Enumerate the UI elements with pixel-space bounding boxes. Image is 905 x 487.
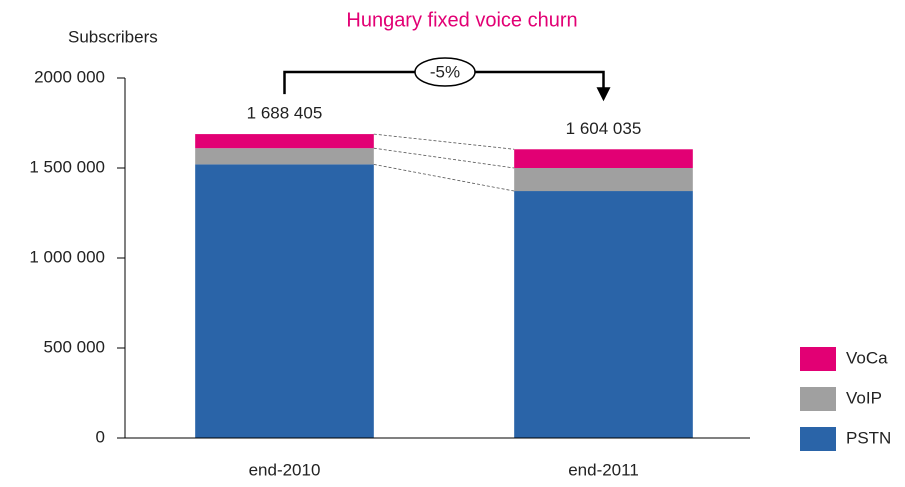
total-label: 1 604 035 [566,119,642,138]
change-oval [414,57,476,87]
bar-segment [514,168,693,192]
bar-segment [195,134,374,149]
legend-swatch [800,427,836,451]
legend-swatch [800,387,836,411]
bar-segment [195,148,374,165]
chart-title: Hungary fixed voice churn [346,9,577,31]
y-tick-label: 1 500 000 [29,157,105,176]
change-label: -5% [430,62,460,81]
y-tick-label: 2000 000 [34,67,105,86]
y-tick-label: 0 [96,427,105,446]
connector [373,147,515,169]
connector [373,133,515,150]
x-tick-label: end-2011 [568,460,639,479]
bar-segment [195,164,374,438]
legend-label: VoCa [846,348,888,367]
x-tick-label: end-2010 [249,460,321,479]
legend-label: VoIP [846,388,882,407]
total-label: 1 688 405 [247,104,323,123]
legend-label: PSTN [846,428,891,447]
connector [373,164,515,192]
arrow-head [596,87,611,102]
legend-swatch [800,347,836,371]
y-tick-label: 1 000 000 [29,247,105,266]
y-axis-label: Subscribers [68,27,158,46]
bar-segment [514,191,693,438]
bar-segment [514,149,693,168]
y-tick-label: 500 000 [44,337,105,356]
